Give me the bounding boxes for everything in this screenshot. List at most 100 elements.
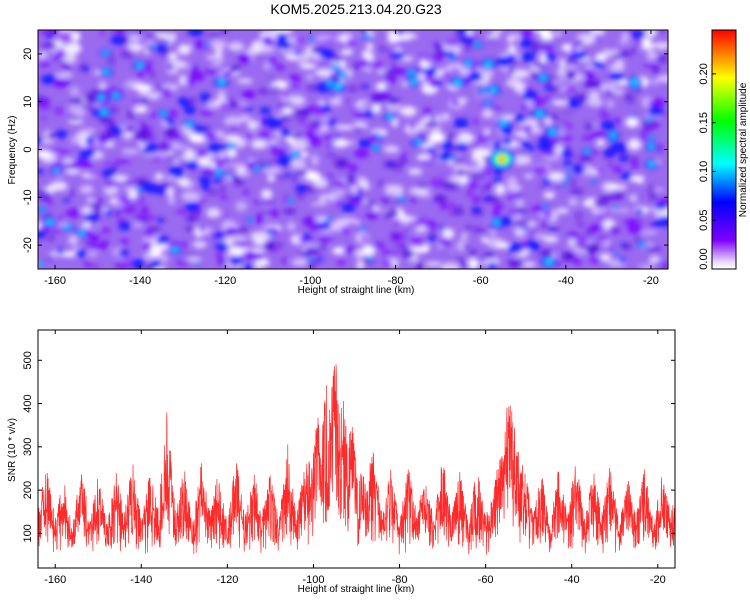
heatmap-cell bbox=[278, 152, 286, 158]
heatmap-cell bbox=[636, 134, 649, 143]
snr-y-tick-label: 400 bbox=[22, 394, 34, 412]
heatmap-cell bbox=[291, 152, 299, 158]
heatmap-cell bbox=[570, 177, 576, 188]
heatmap-cell bbox=[298, 109, 312, 118]
heatmap-cell bbox=[541, 149, 556, 157]
heatmap-cell bbox=[387, 163, 394, 168]
heatmap-cell bbox=[425, 261, 442, 267]
heatmap-cell bbox=[55, 130, 68, 139]
heatmap-cell bbox=[156, 82, 162, 89]
heatmap-cell bbox=[533, 62, 548, 68]
heatmap-cell bbox=[377, 134, 382, 138]
heatmap-cell bbox=[190, 72, 205, 82]
heatmap-cell bbox=[150, 154, 165, 161]
heatmap-cell bbox=[640, 242, 646, 247]
heatmap-cell bbox=[383, 250, 390, 256]
heatmap-cell bbox=[542, 96, 556, 101]
colorbar: 0.00 0.05 0.10 0.15 0.20 Normalized spectral… bbox=[698, 29, 749, 270]
heatmap-cell bbox=[335, 161, 349, 169]
heatmap-cell bbox=[84, 136, 96, 144]
heatmap-cell bbox=[43, 42, 58, 50]
heatmap-cell bbox=[542, 235, 559, 243]
heatmap-cell bbox=[544, 259, 554, 265]
heatmap-y-tick-label: 20 bbox=[22, 48, 34, 60]
heatmap-cell bbox=[320, 104, 332, 112]
heatmap-cell bbox=[91, 235, 101, 241]
heatmap-cell bbox=[273, 248, 278, 253]
heatmap-cell bbox=[186, 213, 199, 223]
heatmap-cell bbox=[402, 249, 414, 260]
heatmap-cell bbox=[118, 249, 130, 258]
heatmap-cell bbox=[268, 232, 273, 236]
heatmap-cell bbox=[564, 177, 570, 180]
heatmap-cell bbox=[652, 121, 660, 126]
heatmap-cell bbox=[605, 100, 615, 108]
heatmap-cell bbox=[584, 149, 590, 153]
heatmap-cell bbox=[223, 154, 230, 163]
heatmap-cell bbox=[297, 37, 303, 44]
heatmap-cell bbox=[260, 198, 275, 204]
heatmap-cell bbox=[430, 113, 435, 123]
snr-x-tick-label: -100 bbox=[302, 574, 324, 586]
heatmap-cell bbox=[572, 69, 577, 75]
heatmap-cell bbox=[510, 69, 530, 79]
heatmap-cell bbox=[134, 128, 149, 139]
heatmap-cell bbox=[480, 105, 486, 112]
heatmap-cell bbox=[472, 143, 481, 150]
heatmap-cell bbox=[215, 241, 229, 251]
heatmap-cell bbox=[206, 189, 219, 196]
heatmap-cell bbox=[276, 63, 285, 71]
heatmap-cell bbox=[248, 218, 253, 221]
heatmap-cell bbox=[150, 71, 155, 79]
heatmap-cell bbox=[588, 90, 600, 100]
heatmap-cell bbox=[185, 226, 197, 231]
heatmap-cell bbox=[74, 111, 86, 117]
heatmap-cell bbox=[304, 215, 317, 225]
heatmap-cell bbox=[105, 184, 110, 189]
heatmap-cell bbox=[328, 142, 333, 150]
heatmap-cell bbox=[273, 173, 288, 180]
heatmap-x-tick-label: -100 bbox=[299, 275, 321, 287]
heatmap-cell bbox=[476, 133, 493, 143]
heatmap-cell bbox=[632, 85, 637, 88]
heatmap-cell bbox=[575, 38, 584, 45]
heatmap-cell bbox=[584, 68, 596, 79]
heatmap-cell bbox=[628, 155, 639, 162]
heatmap-cell bbox=[539, 249, 554, 257]
heatmap-cell bbox=[438, 225, 446, 230]
heatmap-cell bbox=[542, 178, 553, 185]
heatmap-cell bbox=[395, 30, 404, 36]
heatmap-cell bbox=[423, 107, 431, 116]
heatmap-cell bbox=[647, 184, 655, 192]
heatmap-cell bbox=[568, 197, 579, 207]
heatmap-cell bbox=[359, 103, 368, 107]
heatmap-cell bbox=[201, 167, 216, 175]
heatmap-cell bbox=[68, 235, 78, 245]
heatmap-cell bbox=[340, 226, 350, 234]
heatmap-cell bbox=[652, 219, 664, 227]
heatmap-cell bbox=[235, 171, 250, 177]
heatmap-cell bbox=[196, 149, 209, 158]
heatmap-cell bbox=[87, 251, 99, 257]
heatmap-cell bbox=[82, 158, 93, 168]
heatmap-cell bbox=[327, 118, 337, 125]
heatmap-cell bbox=[263, 62, 271, 70]
heatmap-cell bbox=[371, 102, 381, 114]
heatmap-cell bbox=[143, 91, 162, 98]
heatmap-cell bbox=[621, 243, 628, 248]
heatmap-cell bbox=[516, 192, 523, 196]
heatmap-cell bbox=[523, 174, 534, 179]
heatmap-cell bbox=[190, 64, 198, 74]
heatmap-cell bbox=[428, 230, 435, 235]
heatmap-cell bbox=[554, 30, 562, 37]
heatmap-cell bbox=[130, 198, 146, 203]
heatmap-cell bbox=[635, 236, 641, 243]
heatmap-cell bbox=[432, 44, 441, 49]
heatmap-cell bbox=[188, 97, 197, 106]
snr-y-tick-label: 100 bbox=[22, 524, 34, 542]
heatmap-x-tick-label: -20 bbox=[643, 275, 659, 287]
heatmap-cell bbox=[102, 168, 117, 178]
heatmap-cell bbox=[333, 200, 343, 206]
heatmap-cell bbox=[204, 43, 209, 46]
heatmap-cell bbox=[535, 111, 544, 117]
